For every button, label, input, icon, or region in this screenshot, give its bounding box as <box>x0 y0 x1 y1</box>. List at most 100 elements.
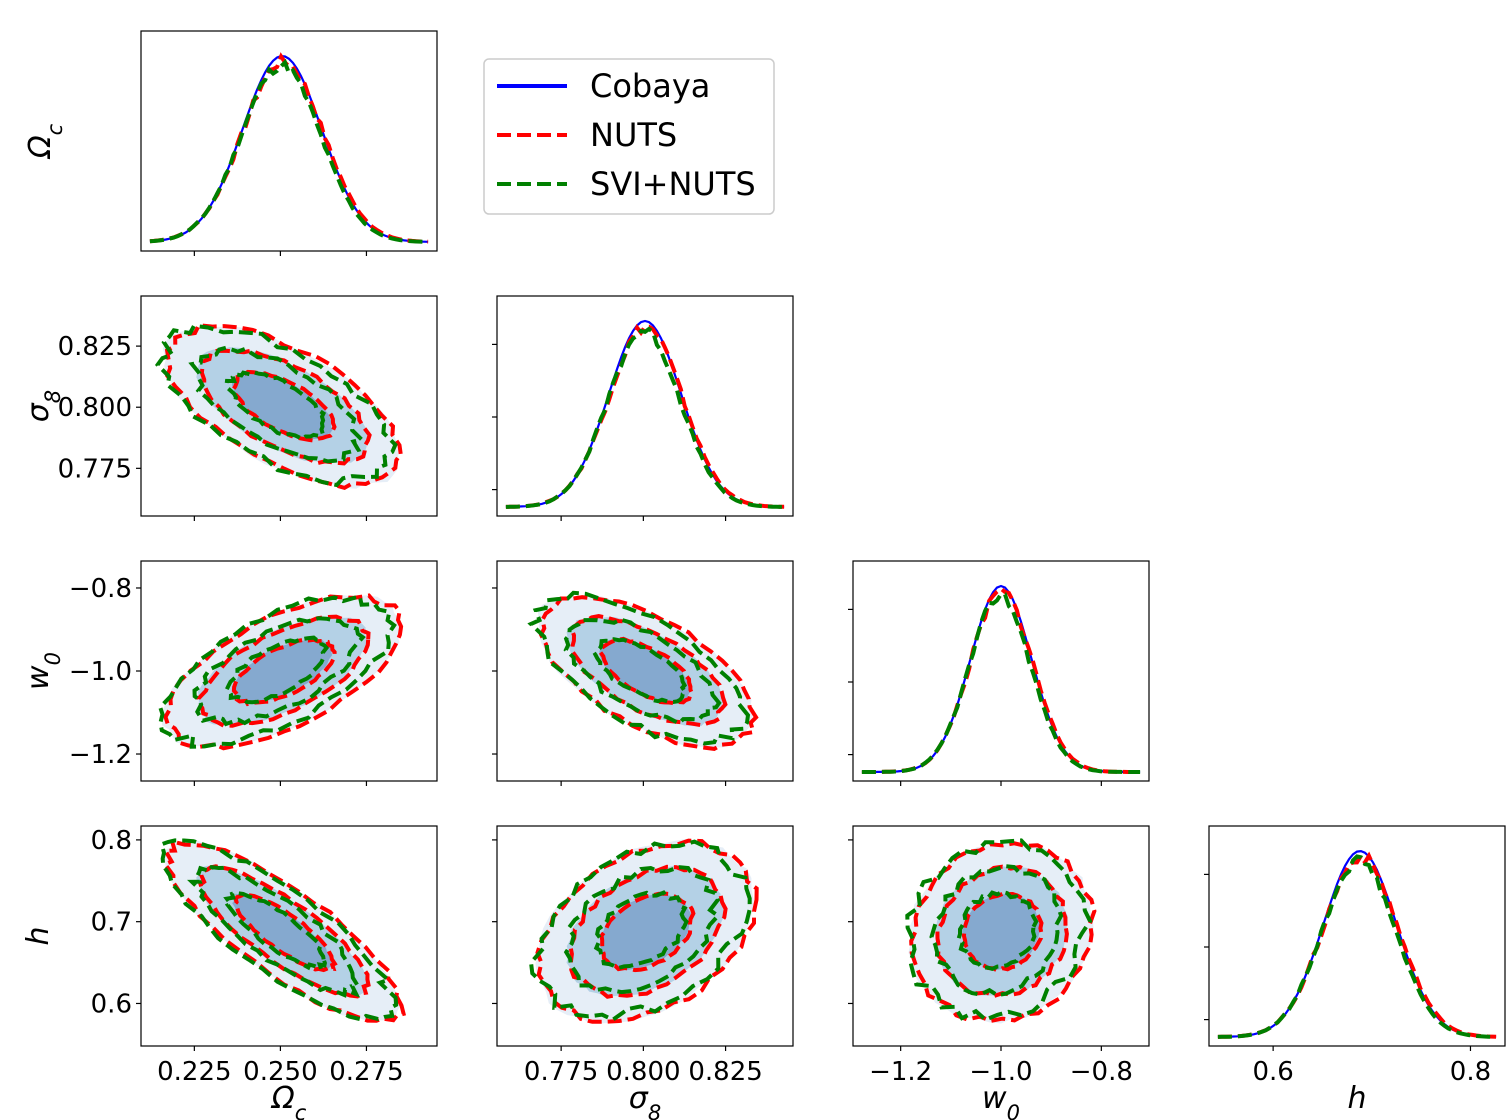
contour-fill-level-3 <box>600 892 691 971</box>
panel-plot-area <box>1217 849 1497 1039</box>
marginal-nuts-h <box>1217 851 1497 1039</box>
contour-nuts-level-1 <box>163 593 404 751</box>
panel-plot-area <box>505 319 785 509</box>
panel-h-h: 0.6 0.8 <box>1204 825 1506 1087</box>
panel-plot-area <box>527 590 759 751</box>
contour-svi-nuts-level-3 <box>592 637 689 705</box>
x-tick-label-Oc: 0.275 <box>329 1057 403 1087</box>
y-tick-label-h: 0.7 <box>91 908 132 938</box>
marginal-nuts-w0 <box>861 586 1141 774</box>
contour-svi-nuts-level-2 <box>563 865 721 995</box>
corner-panels: 0.775 0.800 0.825 −1.2 −1.0 −0.8 0.225 0.250 0.2… <box>21 30 1506 1120</box>
panel-plot-area <box>159 838 407 1023</box>
contour-nuts-level-1 <box>535 838 759 1024</box>
y-tick-label-h: 0.6 <box>91 989 132 1019</box>
contour-nuts-level-3 <box>599 891 696 973</box>
contour-svi-nuts-level-2 <box>192 616 366 727</box>
legend-item-cobaya: Cobaya <box>497 67 710 105</box>
contour-nuts-level-2 <box>198 864 371 999</box>
marginal-svi-nuts-Oc <box>149 58 429 244</box>
marginal-cobaya-s8 <box>505 319 785 508</box>
contour-svi-nuts-level-2 <box>187 865 361 998</box>
panel-plot-area <box>154 323 403 491</box>
y-tick-label-w0: −0.8 <box>69 574 132 604</box>
contour-nuts-level-2 <box>935 864 1069 999</box>
contour-svi-nuts-level-3 <box>956 889 1039 972</box>
panel-plot-area <box>528 838 759 1024</box>
y-tick-label-s8: 0.775 <box>58 454 132 484</box>
panel-plot-area <box>149 52 429 244</box>
contour-nuts-level-2 <box>196 614 371 728</box>
panel-plot-area <box>905 838 1097 1024</box>
panel-frame <box>496 295 794 517</box>
contour-svi-nuts-level-1 <box>157 593 397 749</box>
contour-svi-nuts-level-3 <box>224 370 327 442</box>
panel-frame <box>496 825 794 1047</box>
x-tick-label-h: 0.8 <box>1450 1057 1491 1087</box>
panel-s8-s8 <box>492 295 794 521</box>
panel-frame <box>140 30 438 252</box>
marginal-svi-nuts-h <box>1217 854 1497 1039</box>
panel-w0-s8 <box>492 560 794 786</box>
x-tick-label-Oc: 0.250 <box>243 1057 317 1087</box>
panel-plot-area <box>157 593 404 751</box>
panel-w0-w0 <box>848 560 1150 786</box>
contour-nuts-level-3 <box>961 891 1044 973</box>
contour-svi-nuts-level-1 <box>528 839 752 1022</box>
panel-h-w0: −1.2 −1.0 −0.8 <box>848 825 1150 1087</box>
panel-frame <box>140 825 438 1047</box>
contour-svi-nuts-level-1 <box>159 838 399 1022</box>
legend-label-svi-nuts: SVI+NUTS <box>590 165 756 203</box>
marginal-svi-nuts-s8 <box>505 326 785 509</box>
x-tick-label-h: 0.6 <box>1252 1057 1293 1087</box>
contour-fill-level-3 <box>232 372 333 440</box>
x-axis-label-s8: σ8 <box>629 1081 661 1120</box>
panel-h-s8: 0.775 0.800 0.825 <box>492 825 794 1087</box>
contour-nuts-level-1 <box>909 841 1097 1023</box>
legend-item-svi-nuts: SVI+NUTS <box>497 165 756 203</box>
x-axis-label-Oc: Ωc <box>270 1081 307 1120</box>
contour-svi-nuts-level-2 <box>563 617 722 726</box>
marginal-cobaya-h <box>1217 849 1497 1038</box>
legend: Cobaya NUTS SVI+NUTS <box>483 58 775 215</box>
contour-nuts-level-3 <box>232 891 338 973</box>
y-tick-label-h: 0.8 <box>91 826 132 856</box>
y-tick-label-w0: −1.2 <box>69 740 132 770</box>
y-tick-label-s8: 0.800 <box>58 393 132 423</box>
contour-nuts-level-1 <box>538 595 759 751</box>
x-axis-label-w0: w0 <box>982 1081 1020 1120</box>
x-axis-label-h: h <box>1347 1081 1366 1116</box>
x-tick-label-w0: −0.8 <box>1070 1057 1133 1087</box>
y-tick-label-s8: 0.825 <box>58 332 132 362</box>
contour-svi-nuts-level-1 <box>154 323 398 488</box>
marginal-cobaya-w0 <box>861 584 1141 774</box>
contour-svi-nuts-level-2 <box>188 345 366 464</box>
contour-svi-nuts-level-2 <box>929 864 1064 998</box>
panel-s8-Oc: 0.775 0.800 0.825 <box>58 295 438 521</box>
x-tick-label-Oc: 0.225 <box>157 1057 231 1087</box>
legend-item-nuts: NUTS <box>497 116 677 154</box>
panel-w0-Oc: −1.2 −1.0 −0.8 <box>69 560 438 786</box>
x-tick-label-s8: 0.825 <box>688 1057 762 1087</box>
contour-nuts-level-1 <box>164 323 403 491</box>
marginal-nuts-Oc <box>149 52 429 244</box>
contour-svi-nuts-level-1 <box>527 590 751 746</box>
contour-svi-nuts-level-3 <box>223 890 327 973</box>
y-axis-label-Oc: Ωc <box>23 123 67 160</box>
contour-svi-nuts-level-3 <box>593 890 689 971</box>
contour-fill-level-3 <box>232 893 333 970</box>
x-tick-label-s8: 0.775 <box>524 1057 598 1087</box>
contour-svi-nuts-level-3 <box>224 635 330 705</box>
marginal-svi-nuts-w0 <box>861 592 1141 774</box>
contour-svi-nuts-level-1 <box>905 838 1093 1023</box>
y-tick-label-w0: −1.0 <box>69 657 132 687</box>
contour-nuts-level-3 <box>597 636 695 706</box>
legend-label-nuts: NUTS <box>590 116 677 154</box>
legend-label-cobaya: Cobaya <box>590 67 710 105</box>
marginal-cobaya-Oc <box>149 54 429 243</box>
panel-plot-area <box>861 584 1141 774</box>
legend-frame <box>483 58 775 215</box>
contour-nuts-level-2 <box>568 864 728 999</box>
panel-frame <box>852 560 1150 782</box>
